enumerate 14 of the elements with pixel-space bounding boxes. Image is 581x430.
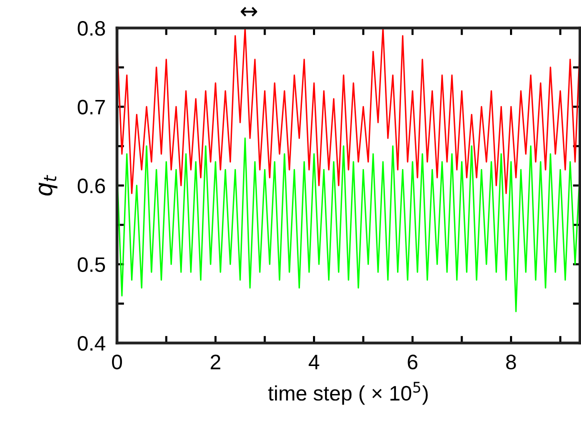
x-axis-title: time step ( × 10$^{5}$)	[268, 382, 428, 405]
x-tick-label: 0	[112, 354, 122, 370]
y-tick-label: 0.5	[78, 257, 106, 272]
y-tick-label: 0.7	[78, 100, 105, 115]
x-tick-label: 2	[210, 354, 220, 370]
x-tick-label: 4	[308, 354, 320, 370]
x-tick-label: 6	[408, 354, 418, 370]
y-axis-title: q$_{t}$	[38, 174, 58, 196]
text: ↔	[240, 6, 258, 16]
y-tick-label: 0.8	[78, 21, 105, 36]
y-tick-label: 0.4	[78, 336, 106, 351]
x-tick-label: 8	[506, 354, 516, 370]
line-series	[117, 138, 580, 312]
y-tick-label: 0.6	[78, 178, 105, 194]
